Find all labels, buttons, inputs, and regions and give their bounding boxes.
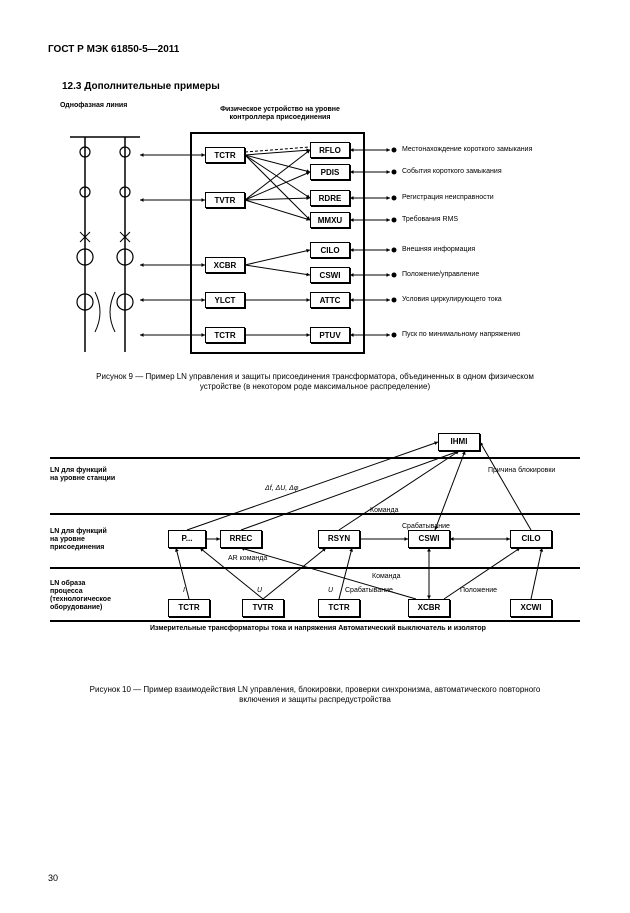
node-p: P...: [168, 530, 206, 548]
fig10-bottom-label: Измерительные трансформаторы тока и напр…: [150, 625, 570, 633]
fig9-right-label-4: Внешняя информация: [402, 246, 582, 254]
node-tctr2: TCTR: [318, 599, 360, 617]
fig10-textlabel-4: AR команда: [228, 555, 267, 563]
fig10-rowlabel-1: LN для функций на уровне присоединения: [50, 528, 140, 552]
figure-10: LN для функций на уровне станции LN для ф…: [50, 415, 580, 675]
node-cswi: CSWI: [408, 530, 450, 548]
fig10-hline: [50, 567, 580, 569]
node-cilo: CILO: [310, 242, 350, 258]
fig10-hline: [50, 513, 580, 515]
node-xcbr: XCBR: [205, 257, 245, 273]
doc-header: ГОСТ Р МЭК 61850-5—2011: [48, 44, 582, 55]
node-ylct: YLCT: [205, 292, 245, 308]
fig9-caption: Рисунок 9 — Пример LN управления и защит…: [78, 372, 552, 393]
fig9-right-label-1: События короткого замыкания: [402, 168, 582, 176]
fig10-textlabel-8: Срабатывание: [345, 587, 393, 595]
node-xcbr: XCBR: [408, 599, 450, 617]
node-rflo: RFLO: [310, 142, 350, 158]
node-attc: ATTC: [310, 292, 350, 308]
fig9-right-label-6: Условия циркулирующего тока: [402, 296, 582, 304]
node-pdis: PDIS: [310, 164, 350, 180]
fig10-textlabel-3: Причина блокировки: [488, 467, 555, 475]
page-number: 30: [48, 873, 58, 883]
fig10-textlabel-10: Положение: [460, 587, 497, 595]
fig9-right-label-3: Требования RMS: [402, 216, 582, 224]
fig10-caption: Рисунок 10 — Пример взаимодействия LN уп…: [78, 685, 552, 706]
fig10-textlabel-9: Команда: [372, 573, 401, 581]
node-ptuv: PTUV: [310, 327, 350, 343]
fig10-hline: [50, 457, 580, 459]
node-rrec: RREC: [220, 530, 262, 548]
node-xcwi: XCWI: [510, 599, 552, 617]
fig10-textlabel-0: Δf, ΔU, Δφ: [265, 485, 298, 493]
fig9-right-label-0: Местонахождение короткого замыкания: [402, 146, 582, 154]
node-cswi: CSWI: [310, 267, 350, 283]
node-rdre: RDRE: [310, 190, 350, 206]
node-rsyn: RSYN: [318, 530, 360, 548]
node-tvtr: TVTR: [242, 599, 284, 617]
fig9-left-title: Однофазная линия: [60, 102, 127, 110]
fig9-right-label-7: Пуск по минимальному напряжению: [402, 331, 582, 339]
node-tctr2: TCTR: [205, 327, 245, 343]
fig9-box-title: Физическое устройство на уровне контролл…: [210, 106, 350, 122]
node-tctr: TCTR: [168, 599, 210, 617]
fig10-textlabel-7: U: [328, 587, 333, 595]
node-tctr: TCTR: [205, 147, 245, 163]
fig10-rowlabel-2: LN образа процесса (технологическое обор…: [50, 580, 140, 612]
fig10-hline: [50, 620, 580, 622]
fig10-textlabel-1: Команда: [370, 507, 399, 515]
fig9-right-label-2: Регистрация неисправности: [402, 194, 582, 202]
node-cilo: CILO: [510, 530, 552, 548]
fig9-right-label-5: Положение/управление: [402, 271, 582, 279]
node-tvtr: TVTR: [205, 192, 245, 208]
node-ihmi: IHMI: [438, 433, 480, 451]
node-mmxu: MMXU: [310, 212, 350, 228]
fig10-textlabel-6: U: [257, 587, 262, 595]
fig10-textlabel-5: I: [183, 587, 185, 595]
fig10-rowlabel-0: LN для функций на уровне станции: [50, 467, 140, 483]
section-title: 12.3 Дополнительные примеры: [62, 81, 582, 92]
figure-9: Однофазная линия Физическое устройство н…: [50, 102, 580, 362]
fig10-textlabel-2: Срабатывание: [402, 523, 450, 531]
